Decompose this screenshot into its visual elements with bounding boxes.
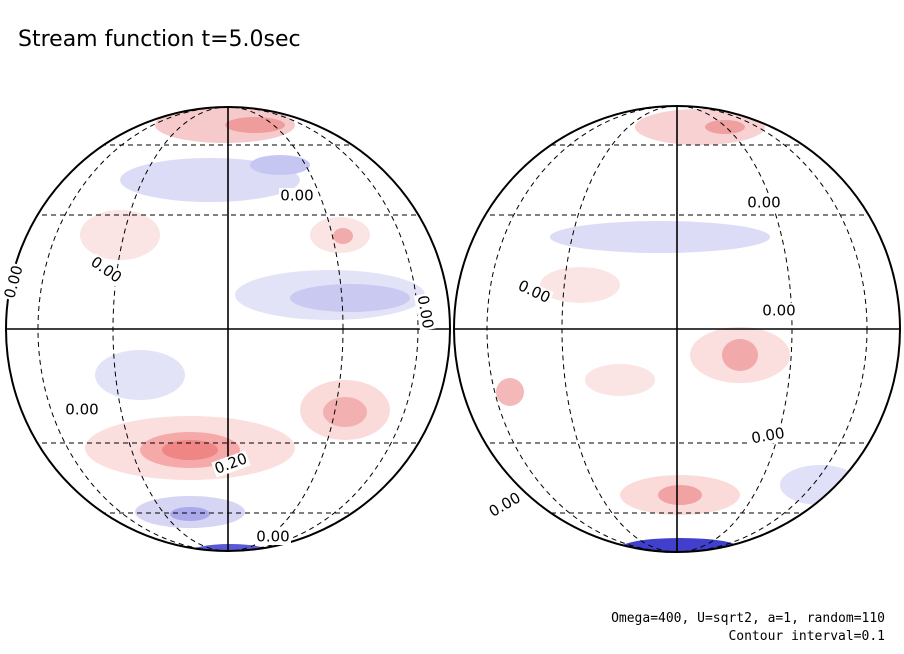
label-bg [64,402,100,418]
label-bg [1,262,27,302]
label-bg [211,450,251,478]
label-bg [279,188,315,204]
label-bg [761,303,797,319]
contour-label: 0.00 [747,194,780,212]
left-globe-fill [80,107,425,551]
footer-parameters: Omega=400, U=sqrt2, a=1, random=110 [611,611,885,626]
label-bg [86,253,126,287]
title: Stream function t=5.0sec [18,27,301,52]
right-globe-fill [496,109,860,552]
contour-label: 0.00 [762,302,795,320]
footer-interval: Contour interval=0.1 [728,629,885,644]
label-bg [748,424,788,448]
contour-label: 0.00 [1,263,27,300]
contour-label: 0.00 [486,488,524,520]
label-bg [746,195,782,211]
label-bg [413,292,437,332]
contour-label: 0.00 [280,187,313,205]
contour-label: 0.00 [750,424,786,448]
contour-label: 0.00 [256,528,289,546]
label-bg [514,277,554,307]
contour-label: 0.00 [65,401,98,419]
contour-label: 0.00 [414,294,438,330]
label-bg [255,529,291,545]
